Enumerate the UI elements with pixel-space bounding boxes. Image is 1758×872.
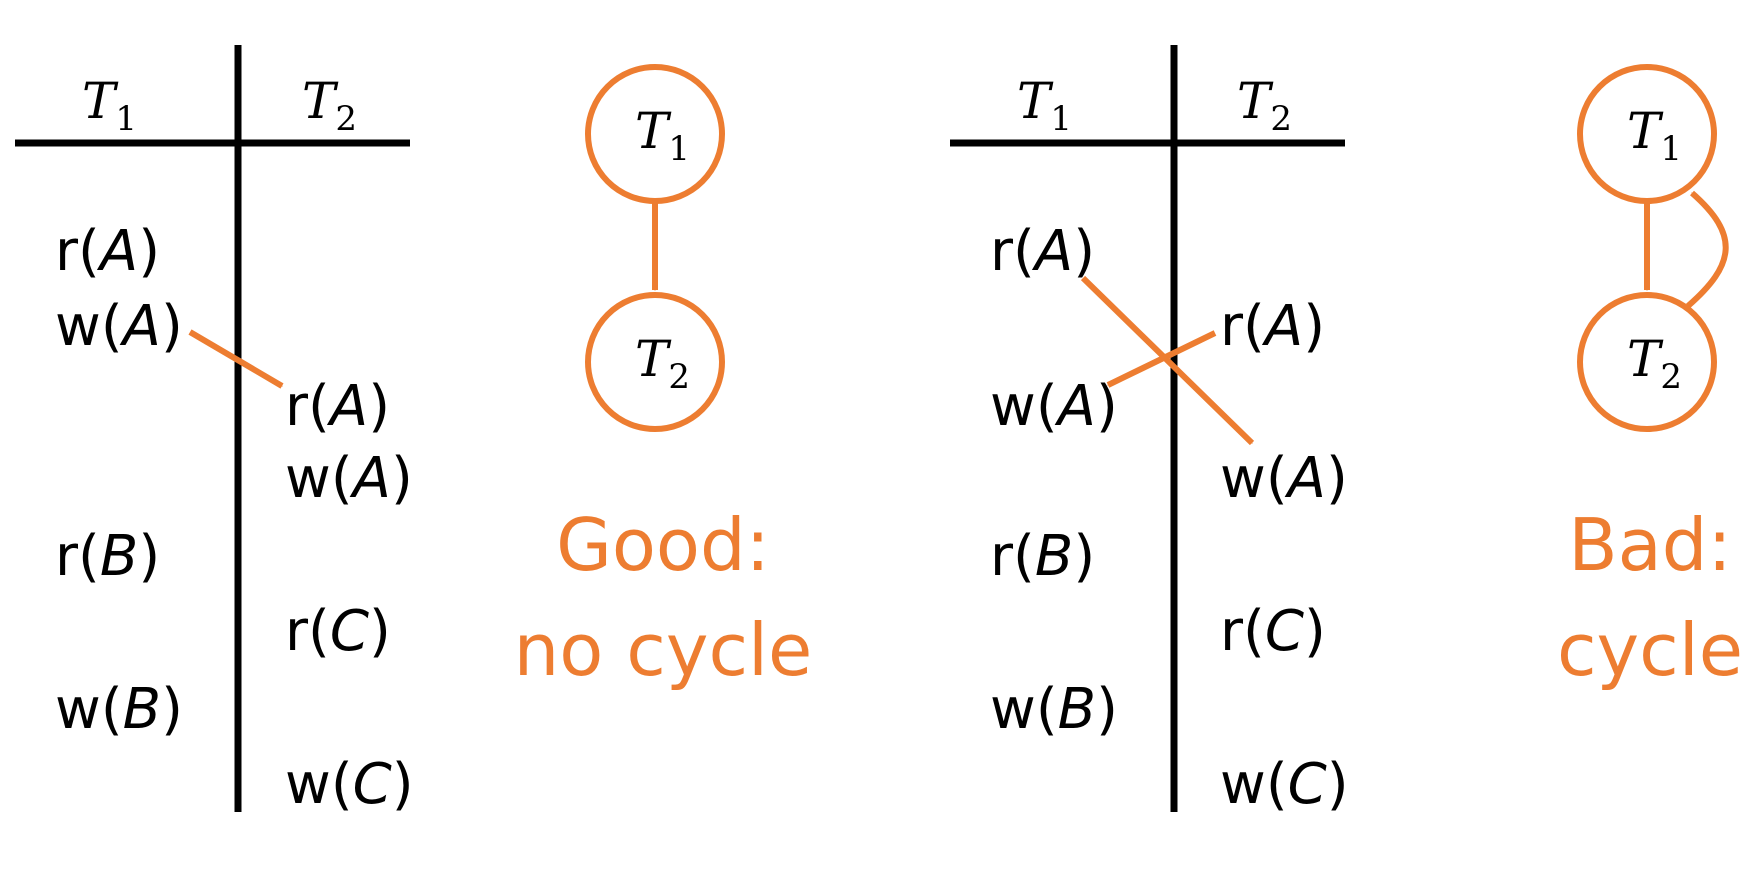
good-precedence-graph: T1 T2 <box>585 64 725 432</box>
column-header-t1: T1 <box>82 72 137 139</box>
operation-t2-read-a: r(A) <box>1220 294 1325 359</box>
graph-edge-t2-to-t1 <box>1686 190 1729 309</box>
operation-t2-write-a: w(A) <box>1220 446 1348 511</box>
graph-node-t2 <box>1577 292 1717 432</box>
operation-t2-read-c: r(C) <box>1220 599 1326 664</box>
verdict-good-detail: no cycle <box>514 608 813 692</box>
graph-node-t1 <box>585 64 725 204</box>
operation-t1-write-b: w(B) <box>990 677 1118 742</box>
bad-schedule-table: T1 T2 r(A) r(A) w(A) w(A) r(B) r(C) w(B)… <box>950 45 1349 817</box>
bad-precedence-graph: T1 T2 <box>1577 64 1729 432</box>
column-header-t2: T2 <box>302 72 357 139</box>
conflict-arrow-t1-ra-to-t2-wa <box>1080 275 1255 446</box>
operation-t2-read-c: r(C) <box>285 599 391 664</box>
operation-t1-read-b: r(B) <box>55 524 160 589</box>
operation-t1-write-a: w(A) <box>55 294 183 359</box>
verdict-bad-detail: cycle <box>1557 608 1743 692</box>
graph-node-t1 <box>1577 64 1717 204</box>
operation-t2-write-c: w(C) <box>1220 752 1349 817</box>
operation-t1-write-a: w(A) <box>990 374 1118 439</box>
verdict-good-heading: Good: <box>556 503 770 587</box>
good-schedule-table: T1 T2 r(A) w(A) r(A) w(A) r(B) r(C) w(B)… <box>15 45 414 817</box>
bad-schedule-panel: T1 T2 r(A) r(A) w(A) w(A) r(B) r(C) w(B)… <box>950 45 1743 817</box>
operation-t2-write-a: w(A) <box>285 446 413 511</box>
good-schedule-panel: T1 T2 r(A) w(A) r(A) w(A) r(B) r(C) w(B)… <box>15 45 812 817</box>
conflict-arrow-t2-ra-to-t1-wa <box>1106 330 1217 388</box>
operation-t2-read-a: r(A) <box>285 374 390 439</box>
operation-t2-write-c: w(C) <box>285 752 414 817</box>
graph-node-t2 <box>585 292 725 432</box>
operation-t1-read-a: r(A) <box>990 219 1095 284</box>
operation-t1-read-b: r(B) <box>990 524 1095 589</box>
verdict-bad-heading: Bad: <box>1568 503 1731 587</box>
column-header-t2: T2 <box>1237 72 1292 139</box>
graph-node-t2-label: T2 <box>1627 330 1682 397</box>
operation-t1-write-b: w(B) <box>55 677 183 742</box>
operation-t1-read-a: r(A) <box>55 219 160 284</box>
column-header-t1: T1 <box>1017 72 1072 139</box>
graph-node-t1-label: T1 <box>1627 102 1682 169</box>
conflict-arrow-wa-to-ra <box>188 329 284 389</box>
graph-node-t2-label: T2 <box>635 330 690 397</box>
graph-node-t1-label: T1 <box>635 102 690 169</box>
